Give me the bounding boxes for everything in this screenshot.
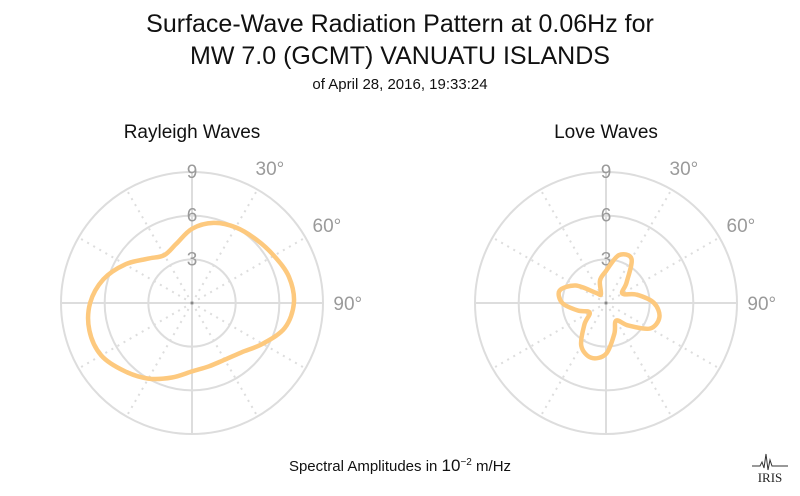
radiation-pattern-line [556, 252, 662, 361]
angular-gridline [78, 236, 193, 304]
radial-tick-label: 9 [187, 162, 198, 183]
chart-subtitle: of April 28, 2016, 19:33:24 [312, 76, 488, 93]
angular-gridline [78, 302, 193, 370]
angle-tick-label: 60° [313, 216, 342, 237]
radiation-pattern-line [85, 220, 297, 382]
center-point [604, 301, 608, 305]
angle-tick-label: 90° [747, 294, 776, 315]
angular-gridline [125, 189, 193, 304]
angular-gridline [605, 302, 720, 370]
units-exponent: −2 [460, 457, 472, 468]
angle-tick-label: 90° [333, 294, 362, 315]
angular-gridline [191, 302, 306, 370]
chart-title-line1: Surface-Wave Radiation Pattern at 0.06Hz… [146, 10, 654, 38]
angle-tick-label: 30° [256, 159, 285, 180]
amplitude-units-label: Spectral Amplitudes in 10−2 m/Hz [0, 456, 800, 476]
angle-tick-label: 60° [727, 216, 756, 237]
chart-title-line2: MW 7.0 (GCMT) VANUATU ISLANDS [190, 42, 610, 70]
angular-gridline [605, 236, 720, 304]
iris-logo-text: IRIS [758, 470, 783, 485]
units-prefix: Spectral Amplitudes in [288, 458, 442, 475]
angle-tick-label: 30° [670, 159, 699, 180]
angular-gridline [492, 302, 607, 370]
radial-tick-label: 3 [601, 249, 612, 270]
radial-tick-label: 9 [601, 162, 612, 183]
panel-title: Love Waves [554, 122, 658, 143]
radial-gridline [147, 258, 237, 348]
panel-title: Rayleigh Waves [124, 122, 261, 143]
angular-gridline [539, 189, 607, 304]
radial-gridline [474, 171, 738, 435]
radial-gridline [517, 214, 695, 392]
angular-gridline [191, 302, 259, 417]
radial-gridline [103, 214, 281, 392]
angular-gridline [492, 236, 607, 304]
radial-tick-label: 3 [187, 249, 198, 270]
angular-gridline [191, 236, 306, 304]
angular-gridline [191, 189, 259, 304]
units-base: 10 [441, 456, 461, 475]
angular-gridline [605, 189, 673, 304]
iris-logo: IRIS [752, 453, 788, 485]
center-point [190, 301, 194, 305]
angular-gridline [539, 302, 607, 417]
angular-gridline [125, 302, 193, 417]
radial-tick-label: 6 [187, 206, 198, 227]
radial-tick-label: 6 [601, 206, 612, 227]
radial-gridline [60, 171, 324, 435]
units-suffix: m/Hz [471, 458, 512, 475]
